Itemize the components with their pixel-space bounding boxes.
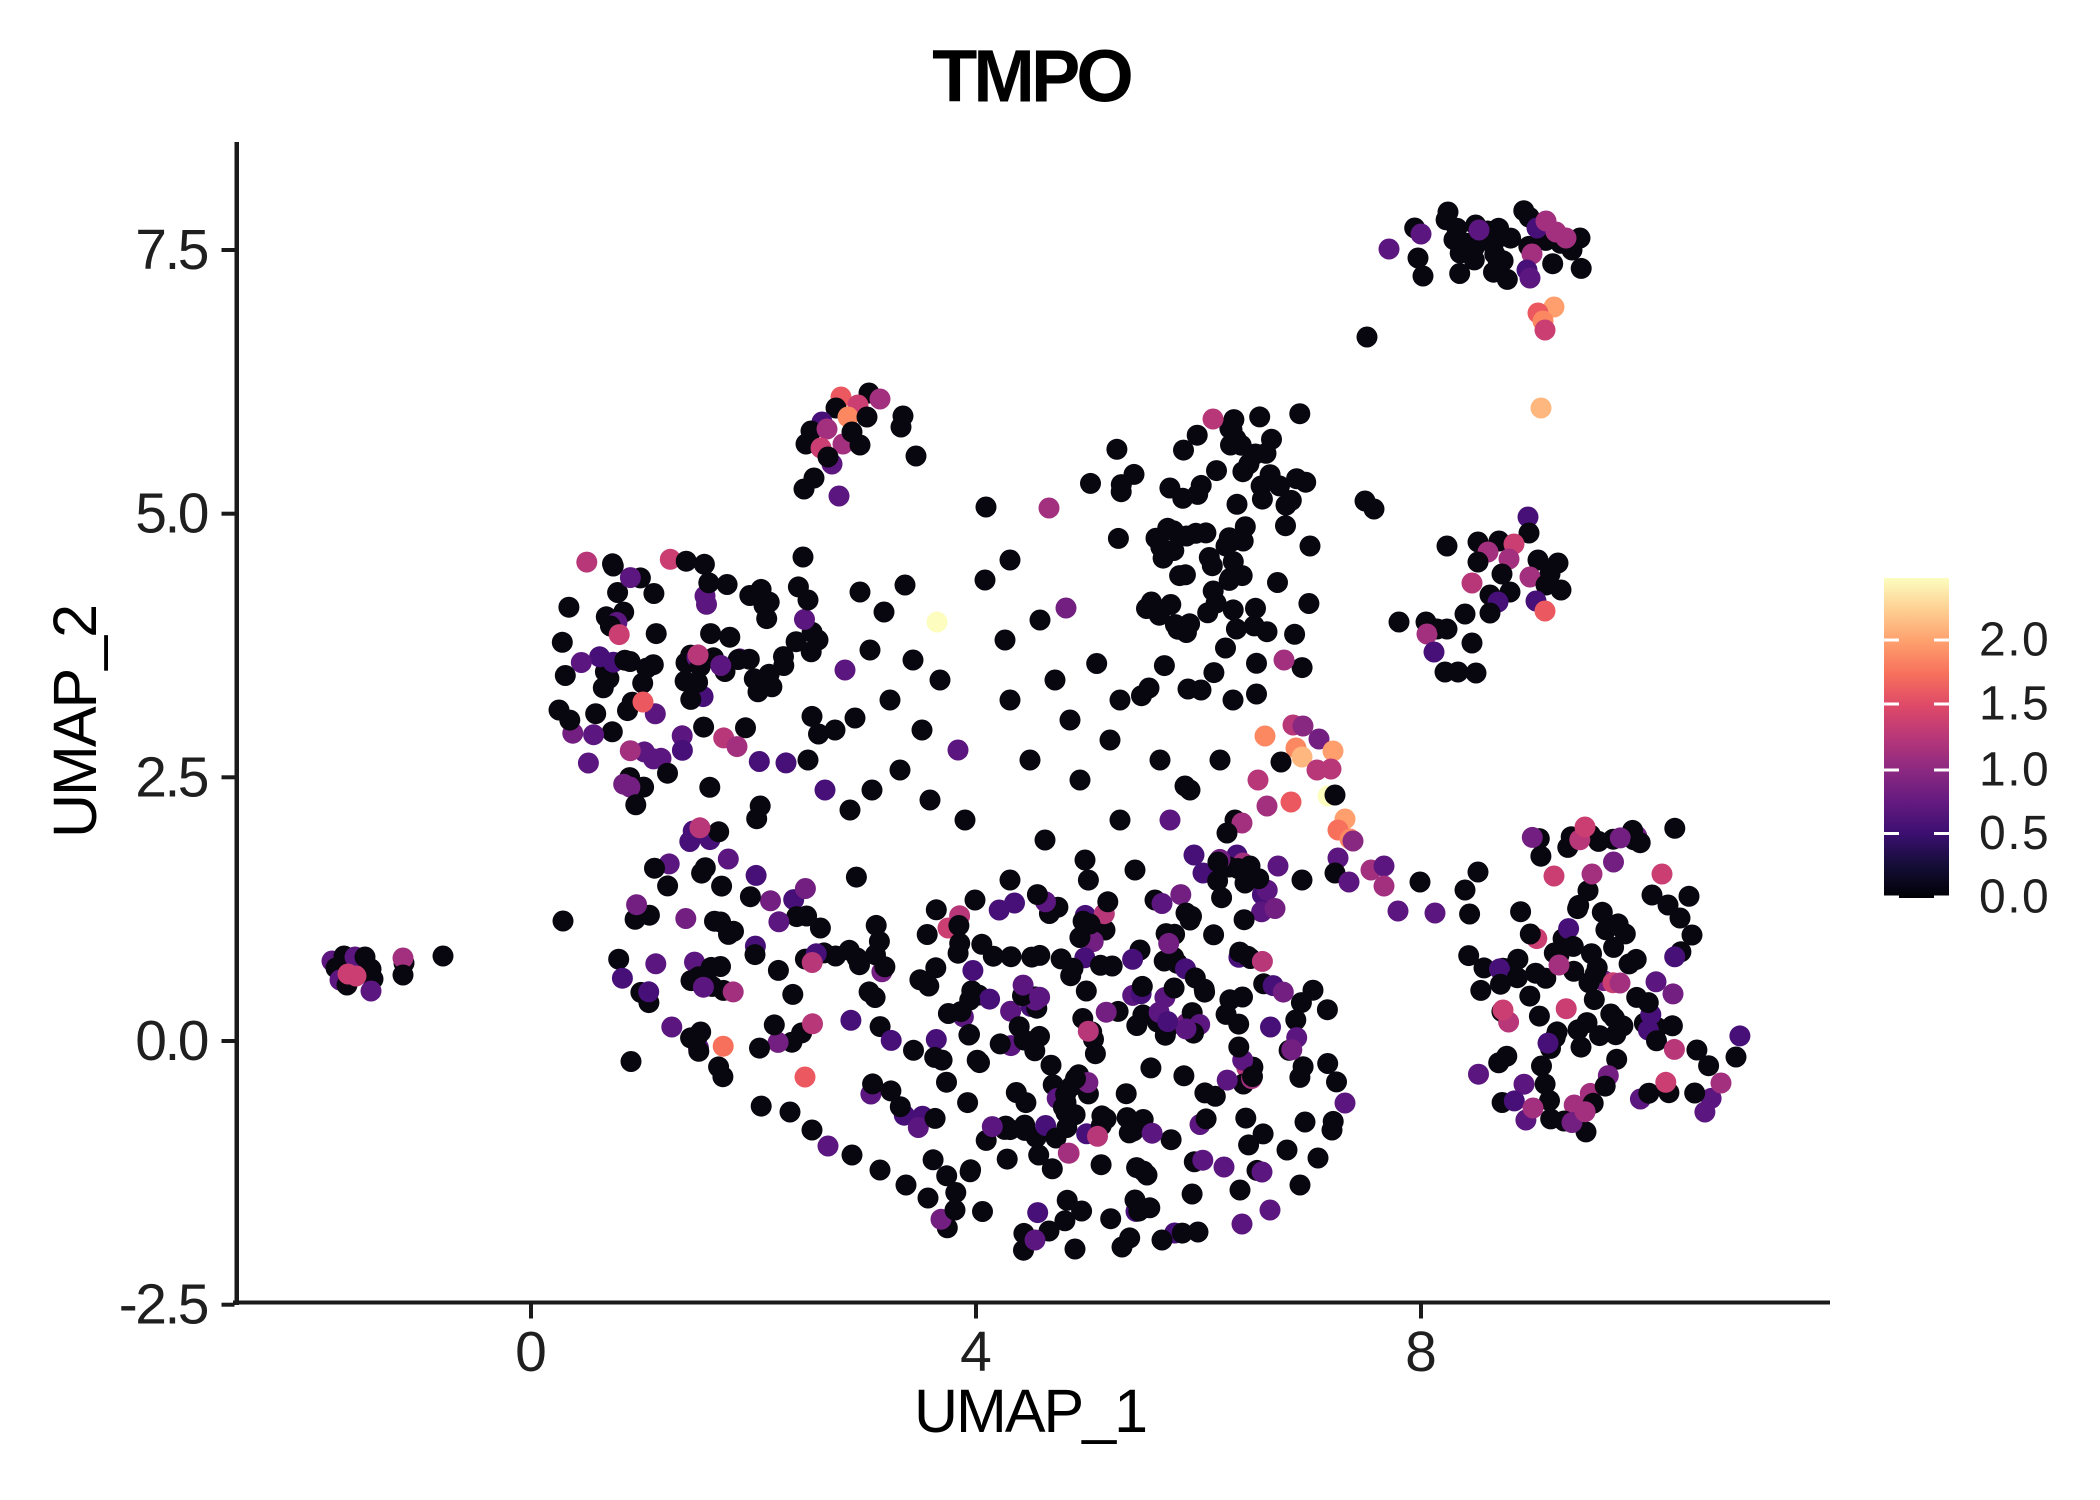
svg-text:0.0: 0.0 (1979, 871, 2050, 924)
svg-text:5.0: 5.0 (135, 482, 208, 546)
svg-text:7.5: 7.5 (135, 218, 208, 282)
svg-text:8: 8 (1405, 1320, 1437, 1384)
svg-text:0.5: 0.5 (1979, 807, 2050, 860)
svg-text:4: 4 (960, 1320, 992, 1384)
svg-text:UMAP_1: UMAP_1 (914, 1377, 1146, 1445)
svg-text:UMAP_2: UMAP_2 (41, 606, 109, 838)
svg-text:2.0: 2.0 (1979, 614, 2050, 667)
svg-text:0.0: 0.0 (135, 1009, 208, 1073)
svg-text:-2.5: -2.5 (119, 1273, 208, 1337)
svg-text:2.5: 2.5 (135, 745, 208, 809)
svg-text:0: 0 (515, 1320, 547, 1384)
svg-text:1.0: 1.0 (1979, 744, 2050, 797)
svg-text:1.5: 1.5 (1979, 678, 2050, 731)
svg-text:TMPO: TMPO (932, 35, 1131, 118)
